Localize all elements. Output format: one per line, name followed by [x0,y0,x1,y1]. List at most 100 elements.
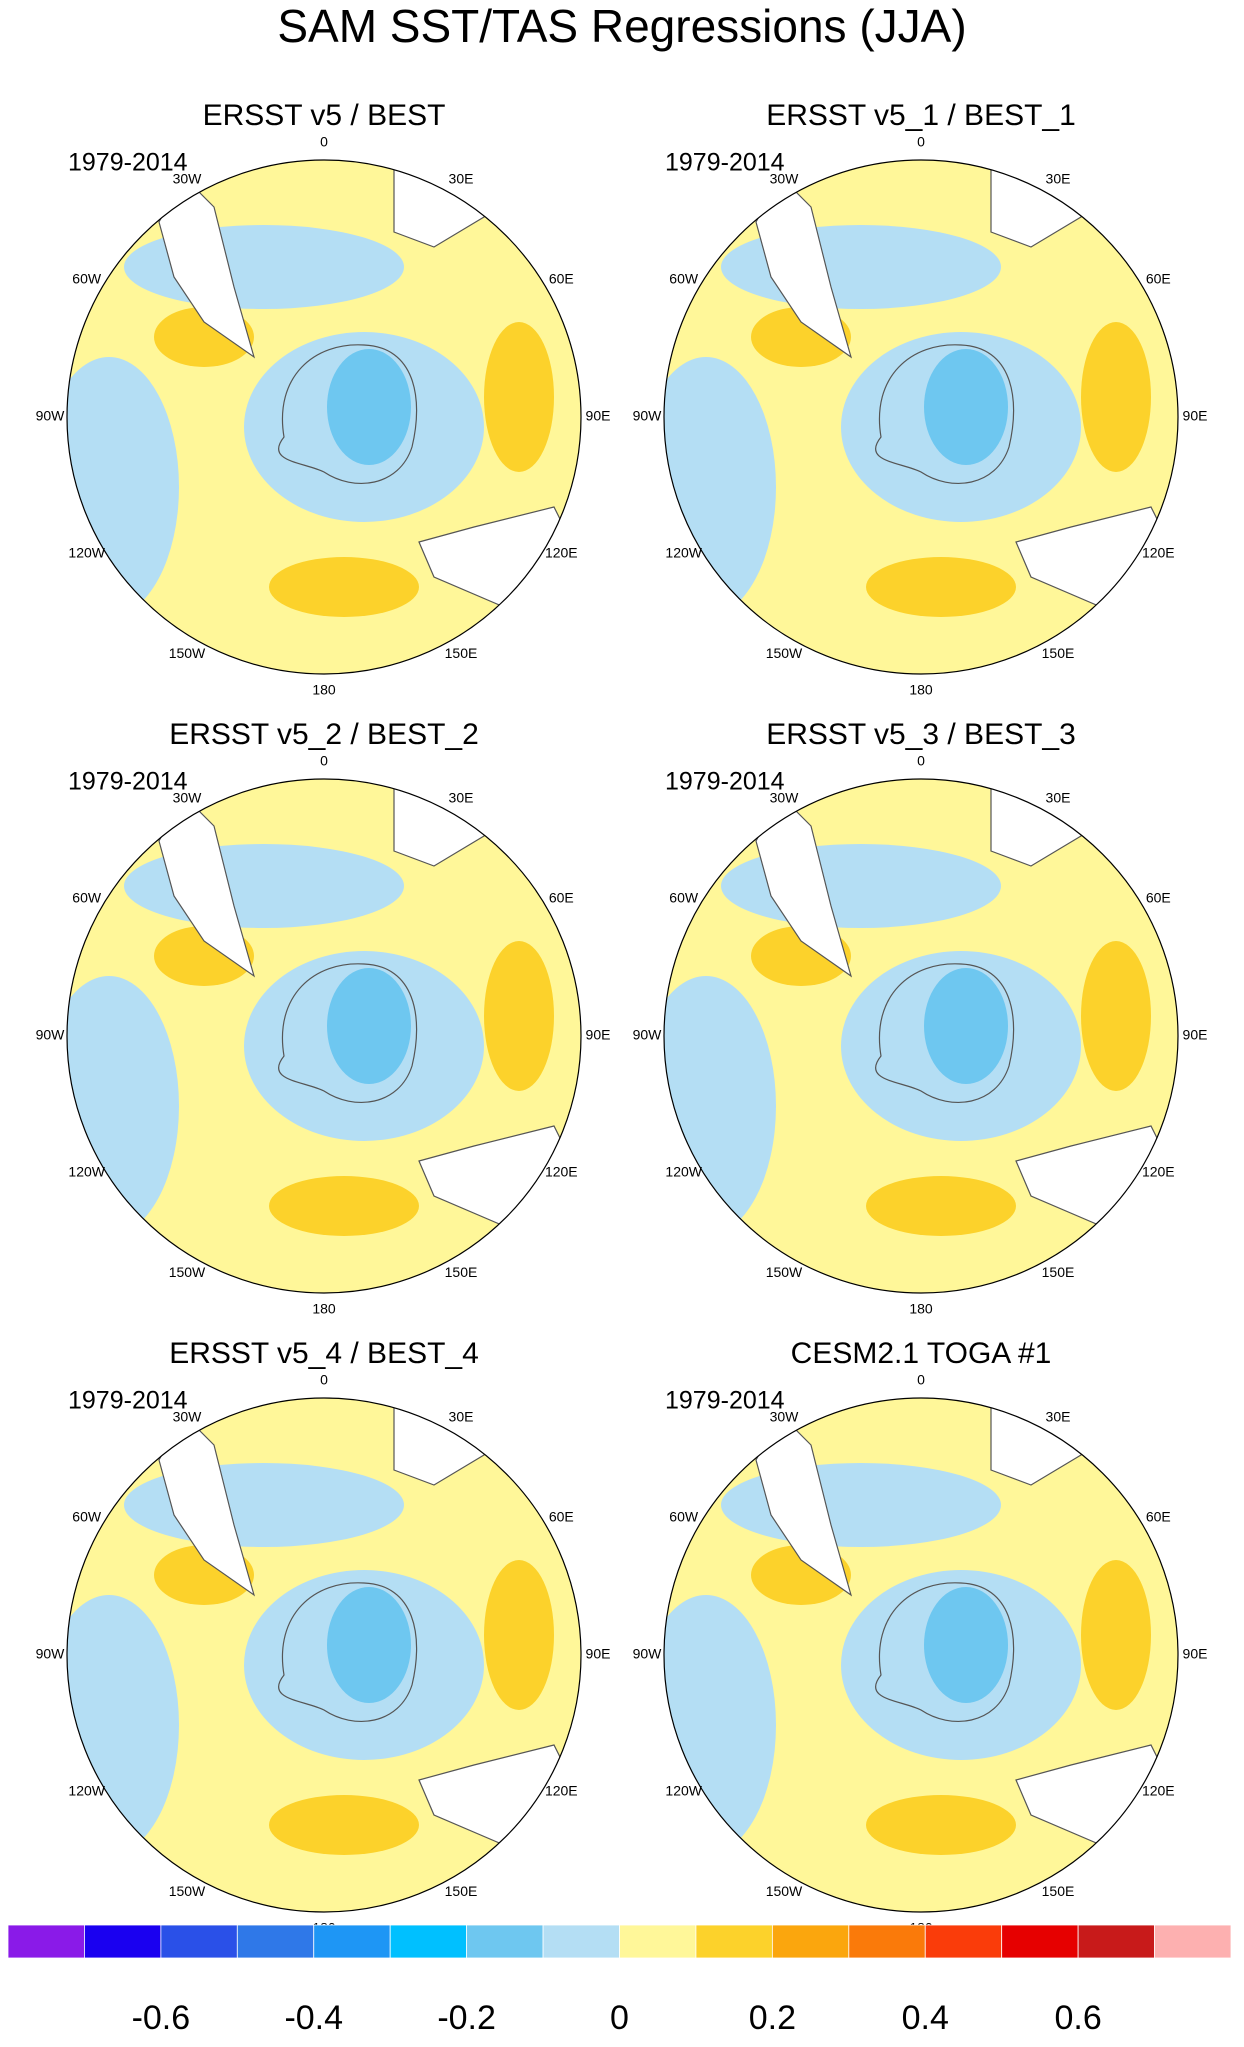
colorbar-box [1001,1924,1079,1959]
field-blob [924,1587,1008,1703]
panel-title: ERSST v5_3 / BEST_3 [766,718,1076,751]
field-blob [924,349,1008,465]
longitude-label: 120W [68,1164,105,1180]
map [67,1398,581,1912]
antarctica [874,1582,1015,1722]
longitude-label: 60W [72,1509,102,1525]
field-blob [269,1795,419,1855]
period-label: 1979-2014 [68,1387,188,1415]
colorbar-box [313,1924,391,1959]
colorbar-box [1154,1924,1232,1959]
longitude-label: 30E [449,1408,474,1424]
colorbar-tick-label: 0.4 [902,1999,949,2037]
map-rim [66,1397,582,1913]
longitude-label: 0 [320,134,328,150]
period-label: 1979-2014 [665,149,785,177]
longitude-label: 30E [1046,1408,1071,1424]
colorbar-box [466,1924,544,1959]
longitude-label: 30E [1046,170,1071,186]
longitude-label: 150E [445,1883,478,1899]
longitude-label: 60E [549,1509,574,1525]
colorbar-box [771,1924,850,1959]
field-blob [1081,1560,1151,1710]
longitude-label: 150W [169,1264,206,1280]
longitude-label: 60E [1146,890,1171,906]
longitude-label: 120W [665,1783,702,1799]
longitude-label: 150E [1042,1883,1075,1899]
field-blob [67,976,179,1236]
field-blob [664,976,776,1236]
longitude-label: 60W [669,890,699,906]
longitude-label: 180 [909,682,933,698]
longitude-label: 150W [766,1264,803,1280]
longitude-label: 150W [766,645,803,661]
panel-title: ERSST v5 / BEST [203,99,446,132]
longitude-label: 90E [1183,1646,1208,1662]
field-blob [664,1595,776,1855]
map [664,1398,1178,1912]
map-rim [663,159,1179,675]
map [664,779,1178,1293]
longitude-label: 90E [586,1027,611,1043]
longitude-label: 30W [770,170,800,186]
field-blob [484,1560,554,1710]
colorbar-tick-label: -0.6 [132,1999,191,2037]
longitude-label: 180 [312,682,336,698]
colorbar-box [160,1924,238,1959]
longitude-label: 90W [633,1027,663,1043]
longitude-label: 120E [1142,1164,1175,1180]
colorbar-box [1077,1924,1155,1959]
longitude-label: 30W [770,789,800,805]
longitude-label: 120E [545,1783,578,1799]
antarctica [874,963,1015,1103]
longitude-label: 0 [917,134,925,150]
longitude-label: 60E [1146,271,1171,287]
panel-title: CESM2.1 TOGA #1 [791,1337,1052,1370]
longitude-label: 60W [669,271,699,287]
colorbar-tick-label: -0.4 [284,1999,343,2037]
field-blob [269,1176,419,1236]
longitude-label: 30W [173,1408,203,1424]
longitude-label: 150E [445,1264,478,1280]
longitude-label: 30W [770,1408,800,1424]
longitude-label: 60W [72,271,102,287]
colorbar-box [236,1924,315,1959]
longitude-label: 30E [449,170,474,186]
colorbar-box [619,1924,697,1959]
field-blob [67,357,179,617]
period-label: 1979-2014 [665,1387,785,1415]
colorbar-tick-label: 0.6 [1054,1999,1101,2037]
longitude-label: 180 [909,1301,933,1317]
longitude-label: 180 [312,1301,336,1317]
field-blob [327,968,411,1084]
colorbar-box [848,1924,926,1959]
longitude-label: 150W [169,645,206,661]
longitude-label: 30W [173,789,203,805]
field-blob [866,1176,1016,1236]
longitude-label: 120W [68,545,105,561]
longitude-label: 30W [173,170,203,186]
longitude-label: 150W [169,1883,206,1899]
longitude-label: 0 [320,753,328,769]
longitude-label: 60W [72,890,102,906]
field-blob [924,968,1008,1084]
field-blob [664,357,776,617]
map-rim [66,159,582,675]
longitude-label: 30E [1046,789,1071,805]
field-blob [67,1595,179,1855]
longitude-label: 60E [1146,1509,1171,1525]
field-blob [1081,941,1151,1091]
figure-title: SAM SST/TAS Regressions (JJA) [277,0,966,52]
period-label: 1979-2014 [68,768,188,796]
field-blob [327,349,411,465]
map [67,779,581,1293]
longitude-label: 60E [549,271,574,287]
longitude-label: 0 [917,1372,925,1388]
longitude-label: 0 [320,1372,328,1388]
longitude-label: 60W [669,1509,699,1525]
colorbar-box [7,1924,85,1959]
antarctica [277,344,418,484]
field-blob [484,322,554,472]
longitude-label: 150W [766,1883,803,1899]
